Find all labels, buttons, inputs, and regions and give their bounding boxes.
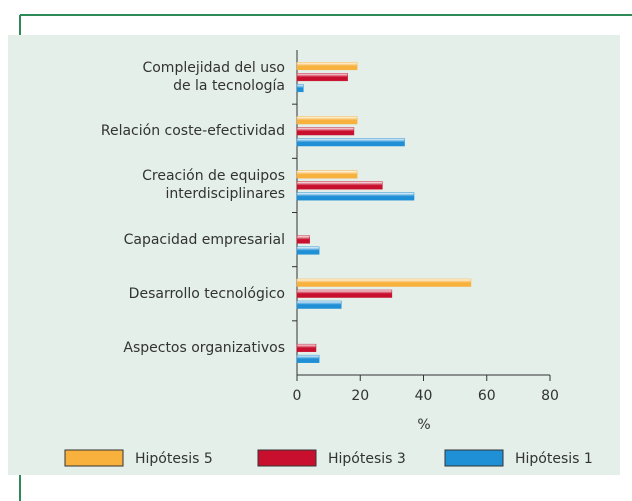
legend-label: Hipótesis 1	[515, 451, 593, 467]
legend-swatch	[444, 449, 504, 467]
x-tick-label: 0	[293, 388, 302, 404]
bar	[296, 300, 342, 309]
bar	[296, 278, 472, 287]
category-label: Desarrollo tecnológico	[128, 285, 285, 302]
x-tick-label: 80	[541, 388, 559, 404]
bar	[296, 62, 358, 71]
category-label: Capacidad empresarial	[123, 231, 285, 248]
bar	[296, 116, 358, 125]
bar	[296, 181, 383, 190]
bar	[296, 192, 415, 201]
legend-label: Hipótesis 3	[328, 451, 406, 467]
bar	[296, 127, 355, 136]
bar	[296, 343, 317, 352]
bar	[296, 289, 393, 298]
bar	[296, 84, 304, 93]
bar	[296, 138, 405, 147]
x-tick-label: 20	[351, 388, 369, 404]
legend-swatch	[64, 449, 124, 467]
bar	[296, 73, 348, 82]
x-tick-label: 40	[415, 388, 433, 404]
category-label: Complejidad del uso de la tecnología	[142, 60, 285, 95]
category-label: Aspectos organizativos	[123, 339, 285, 356]
bar	[296, 235, 310, 244]
category-label: Relación coste-efectividad	[100, 123, 285, 140]
x-tick-label: 60	[478, 388, 496, 404]
legend-label: Hipótesis 5	[135, 451, 213, 467]
legend-swatch	[257, 449, 317, 467]
x-axis-label: %	[417, 417, 430, 433]
category-label: Creación de equipos interdisciplinares	[142, 168, 285, 203]
bar	[296, 246, 320, 255]
bar	[296, 170, 358, 179]
panel	[8, 35, 620, 475]
bar	[296, 354, 320, 363]
